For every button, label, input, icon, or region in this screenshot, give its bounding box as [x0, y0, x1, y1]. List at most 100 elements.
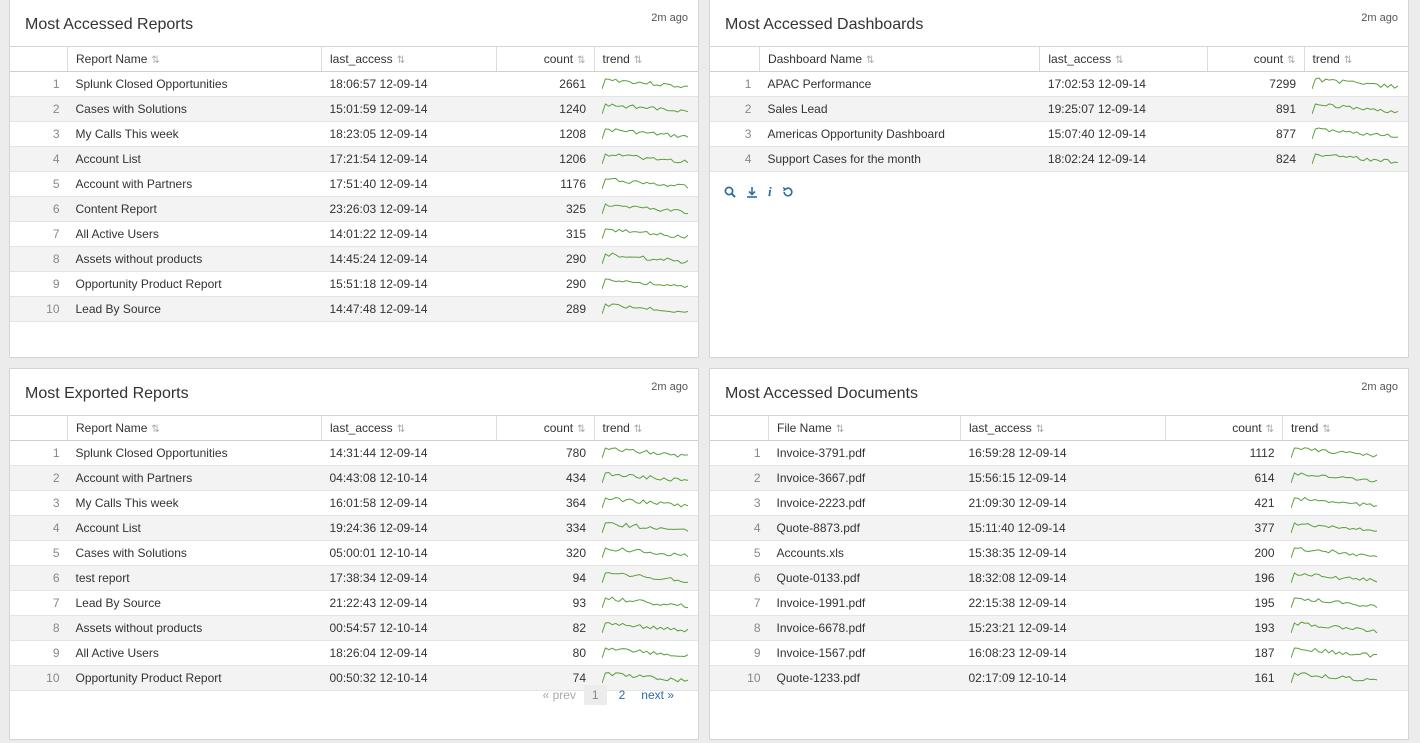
name-cell[interactable]: Americas Opportunity Dashboard [759, 121, 1040, 147]
count-cell[interactable]: 200 [1165, 540, 1283, 566]
last-access-cell[interactable]: 18:23:05 12-09-14 [321, 121, 497, 147]
count-cell[interactable]: 195 [1165, 590, 1283, 616]
name-cell[interactable]: Invoice-3791.pdf [768, 440, 961, 466]
last-access-column-header[interactable]: last_access ⇅ [321, 46, 497, 72]
table-row[interactable]: 8 Assets without products 00:54:57 12-10-1… [10, 615, 698, 641]
name-cell[interactable]: All Active Users [67, 640, 322, 666]
last-access-cell[interactable]: 15:38:35 12-09-14 [960, 540, 1166, 566]
last-access-cell[interactable]: 16:08:23 12-09-14 [960, 640, 1166, 666]
trend-column-header[interactable]: trend ⇅ [594, 46, 698, 72]
count-cell[interactable]: 421 [1165, 490, 1283, 516]
table-row[interactable]: 6 test report 17:38:34 12-09-14 94 [10, 565, 698, 591]
last-access-cell[interactable]: 21:09:30 12-09-14 [960, 490, 1166, 516]
count-cell[interactable]: 2661 [496, 71, 594, 97]
name-cell[interactable]: Quote-0133.pdf [768, 565, 961, 591]
next-page-link[interactable]: next » [641, 688, 674, 702]
sort-icon[interactable]: ⇅ [866, 55, 875, 66]
sort-icon[interactable]: ⇅ [396, 55, 406, 66]
last-access-cell[interactable]: 14:01:22 12-09-14 [321, 221, 497, 247]
count-cell[interactable]: 193 [1165, 615, 1283, 641]
name-cell[interactable]: Sales Lead [759, 96, 1040, 122]
name-column-header[interactable]: Report Name ⇅ [67, 415, 322, 441]
count-cell[interactable]: 187 [1165, 640, 1283, 666]
count-column-header[interactable]: count ⇅ [496, 46, 595, 72]
count-cell[interactable]: 94 [496, 565, 594, 591]
count-cell[interactable]: 161 [1165, 665, 1283, 691]
sort-icon[interactable]: ⇅ [1343, 55, 1353, 66]
name-cell[interactable]: Lead By Source [67, 590, 322, 616]
count-cell[interactable]: 1208 [496, 121, 594, 147]
count-cell[interactable]: 1206 [496, 146, 594, 172]
name-cell[interactable]: Invoice-1991.pdf [768, 590, 961, 616]
last-access-cell[interactable]: 17:38:34 12-09-14 [321, 565, 497, 591]
table-row[interactable]: 10 Lead By Source 14:47:48 12-09-14 289 [10, 296, 698, 322]
table-row[interactable]: 10 Opportunity Product Report 00:50:32 12-… [10, 665, 698, 691]
table-row[interactable]: 7 All Active Users 14:01:22 12-09-14 315 [10, 221, 698, 247]
table-row[interactable]: 8 Invoice-6678.pdf 15:23:21 12-09-14 193 [710, 615, 1408, 641]
count-column-header[interactable]: count ⇅ [1165, 415, 1283, 441]
count-cell[interactable]: 82 [496, 615, 594, 641]
last-access-cell[interactable]: 22:15:38 12-09-14 [960, 590, 1166, 616]
count-cell[interactable]: 1240 [496, 96, 594, 122]
name-cell[interactable]: Lead By Source [67, 296, 322, 322]
name-cell[interactable]: Account with Partners [67, 465, 322, 491]
name-cell[interactable]: Quote-8873.pdf [768, 515, 961, 541]
name-cell[interactable]: Invoice-1567.pdf [768, 640, 961, 666]
name-cell[interactable]: Invoice-6678.pdf [768, 615, 961, 641]
refresh-icon[interactable] [782, 186, 794, 201]
count-cell[interactable]: 891 [1207, 96, 1304, 122]
count-cell[interactable]: 334 [496, 515, 594, 541]
last-access-cell[interactable]: 16:59:28 12-09-14 [960, 440, 1166, 466]
info-icon[interactable]: i [768, 184, 772, 199]
last-access-cell[interactable]: 17:21:54 12-09-14 [321, 146, 497, 172]
count-cell[interactable]: 290 [496, 246, 594, 272]
table-row[interactable]: 1 Splunk Closed Opportunities 14:31:44 12-… [10, 440, 698, 466]
last-access-cell[interactable]: 15:11:40 12-09-14 [960, 515, 1166, 541]
name-cell[interactable]: Cases with Solutions [67, 540, 322, 566]
table-row[interactable]: 9 Opportunity Product Report 15:51:18 12-0… [10, 271, 698, 297]
count-cell[interactable]: 364 [496, 490, 594, 516]
count-cell[interactable]: 1176 [496, 171, 594, 197]
count-cell[interactable]: 289 [496, 296, 594, 322]
table-row[interactable]: 1 Invoice-3791.pdf 16:59:28 12-09-14 1112 [710, 440, 1408, 466]
last-access-cell[interactable]: 14:31:44 12-09-14 [321, 440, 497, 466]
sort-icon[interactable]: ⇅ [1322, 424, 1331, 435]
last-access-cell[interactable]: 19:24:36 12-09-14 [321, 515, 497, 541]
table-row[interactable]: 2 Invoice-3667.pdf 15:56:15 12-09-14 614 [710, 465, 1408, 491]
table-row[interactable]: 9 Invoice-1567.pdf 16:08:23 12-09-14 187 [710, 640, 1408, 666]
name-column-header[interactable]: Dashboard Name ⇅ [759, 46, 1041, 72]
name-cell[interactable]: Support Cases for the month [759, 146, 1040, 172]
table-row[interactable]: 5 Accounts.xls 15:38:35 12-09-14 200 [710, 540, 1408, 566]
count-cell[interactable]: 780 [496, 440, 594, 466]
sort-icon[interactable]: ⇅ [1115, 55, 1124, 66]
count-cell[interactable]: 196 [1165, 565, 1283, 591]
last-access-cell[interactable]: 21:22:43 12-09-14 [321, 590, 497, 616]
count-cell[interactable]: 434 [496, 465, 594, 491]
table-row[interactable]: 8 Assets without products 14:45:24 12-09-1… [10, 246, 698, 272]
last-access-cell[interactable]: 17:51:40 12-09-14 [321, 171, 497, 197]
last-access-column-header[interactable]: last_access ⇅ [1039, 46, 1209, 72]
export-icon[interactable] [746, 186, 758, 201]
trend-column-header[interactable]: trend ⇅ [1282, 415, 1408, 441]
last-access-column-header[interactable]: last_access ⇅ [321, 415, 497, 441]
sort-icon[interactable]: ⇅ [151, 424, 160, 435]
sort-icon[interactable]: ⇅ [835, 424, 845, 435]
count-column-header[interactable]: count ⇅ [496, 415, 595, 441]
count-cell[interactable]: 614 [1165, 465, 1283, 491]
count-column-header[interactable]: count ⇅ [1207, 46, 1305, 72]
table-row[interactable]: 6 Quote-0133.pdf 18:32:08 12-09-14 196 [710, 565, 1408, 591]
last-access-cell[interactable]: 15:23:21 12-09-14 [960, 615, 1166, 641]
name-cell[interactable]: Quote-1233.pdf [768, 665, 961, 691]
table-row[interactable]: 3 Americas Opportunity Dashboard 15:07:40 … [710, 121, 1408, 147]
count-cell[interactable]: 325 [496, 196, 594, 222]
table-row[interactable]: 7 Invoice-1991.pdf 22:15:38 12-09-14 195 [710, 590, 1408, 616]
table-row[interactable]: 4 Support Cases for the month 18:02:24 12-… [710, 146, 1408, 172]
count-cell[interactable]: 315 [496, 221, 594, 247]
name-column-header[interactable]: File Name ⇅ [768, 415, 961, 441]
name-cell[interactable]: Invoice-2223.pdf [768, 490, 961, 516]
last-access-cell[interactable]: 00:54:57 12-10-14 [321, 615, 497, 641]
name-cell[interactable]: Cases with Solutions [67, 96, 322, 122]
last-access-cell[interactable]: 15:07:40 12-09-14 [1039, 121, 1208, 147]
name-cell[interactable]: Account List [67, 146, 322, 172]
last-access-cell[interactable]: 17:02:53 12-09-14 [1039, 71, 1208, 97]
